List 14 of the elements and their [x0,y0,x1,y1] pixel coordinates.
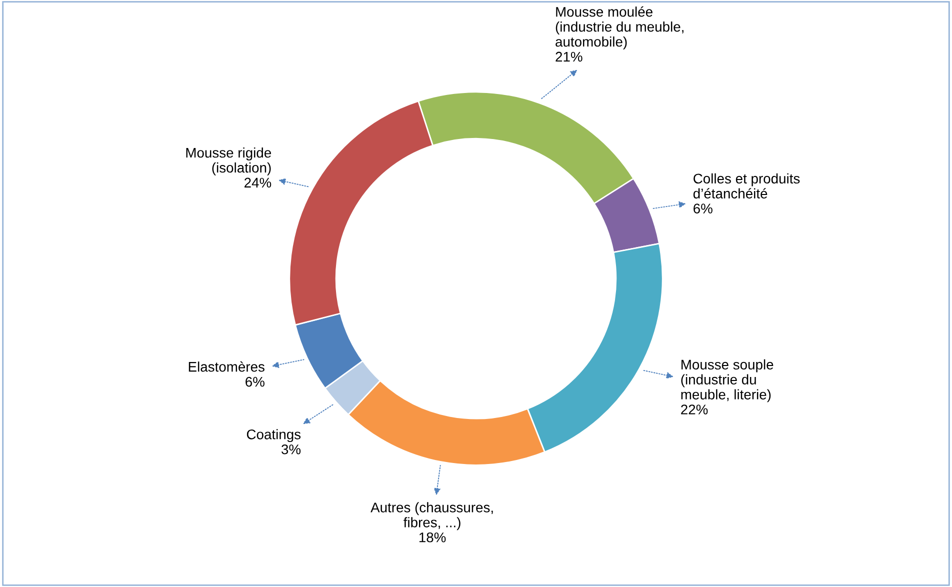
data-label: 3% [282,444,301,454]
slice-label: Mousse souple (industrie du meuble, literie) [681,359,774,402]
data-label: 22% [681,404,708,414]
slice-label: Autres (chaussures, fibres, ...) [370,502,493,530]
slice-label: Coatings [246,429,301,442]
slice-label: Mousse rigide (isolation) [186,147,271,176]
data-label: 21% [556,52,582,62]
data-label: 24% [244,178,272,188]
data-label: 6% [246,376,264,387]
slice-label: Mousse moulée (industrie du meuble, automobile) [556,6,684,50]
slice-label: Elastomères [188,361,264,372]
data-label: 6% [694,204,712,214]
data-label: 18% [419,532,446,542]
slice-label: Colles et produits d’étanchéité [693,173,800,198]
